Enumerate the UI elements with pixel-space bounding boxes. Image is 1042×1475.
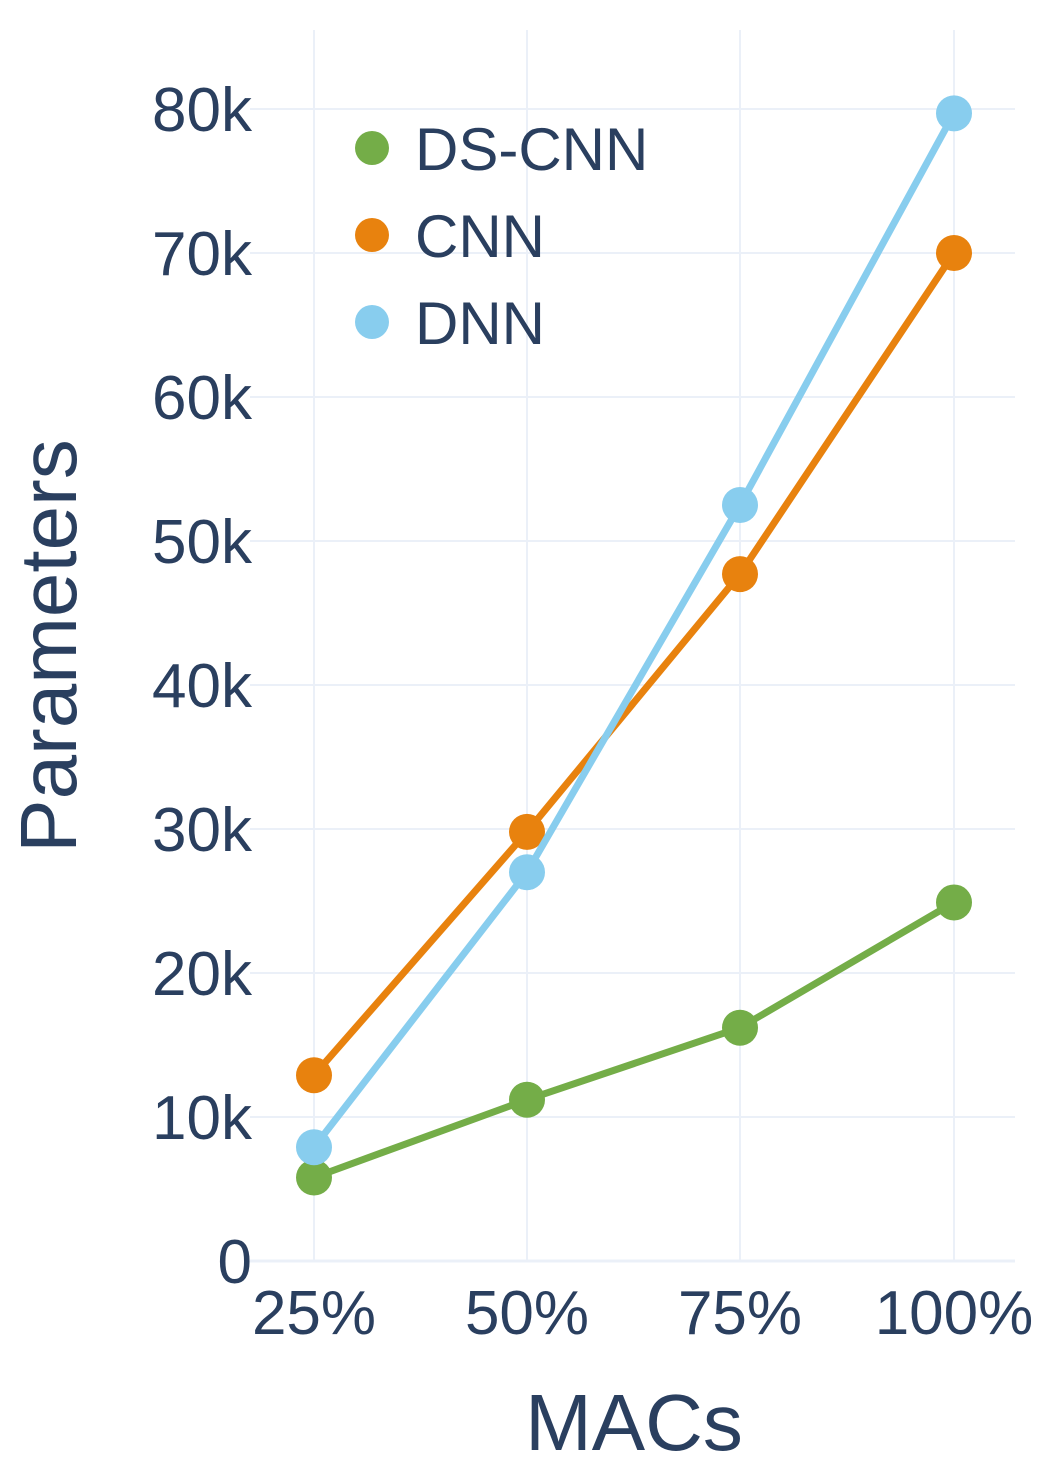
x-tick-label: 75% (678, 1279, 802, 1348)
y-tick-label: 10k (152, 1084, 253, 1153)
data-point[interactable] (296, 1129, 332, 1166)
data-point[interactable] (936, 95, 972, 132)
series-line (310, 249, 958, 1079)
y-tick-label: 20k (152, 940, 253, 1009)
x-axis-title: MACs (525, 1378, 743, 1467)
legend-marker (355, 305, 389, 339)
y-tick-label: 30k (152, 796, 253, 865)
legend-item[interactable]: DNN (355, 290, 545, 357)
x-tick-label: 50% (465, 1279, 589, 1348)
x-tick-label: 25% (252, 1279, 376, 1348)
data-point[interactable] (936, 884, 972, 921)
legend[interactable]: DS-CNN CNN DNN (355, 116, 648, 357)
data-point[interactable] (722, 556, 758, 593)
y-tick-label: 50k (152, 508, 253, 577)
legend-label: DNN (415, 290, 545, 357)
series-line (310, 109, 958, 1151)
x-tick-label: 100% (875, 1279, 1034, 1348)
y-tick-label: 60k (152, 364, 253, 433)
y-tick-label: 70k (152, 220, 253, 289)
data-point[interactable] (296, 1159, 332, 1196)
legend-marker (355, 218, 389, 252)
series-cnn (296, 235, 972, 1094)
y-tick-label: 0 (218, 1228, 252, 1297)
data-point[interactable] (722, 487, 758, 523)
data-point[interactable] (509, 1081, 545, 1118)
y-tick-label: 80k (152, 76, 253, 145)
grid-layer (250, 30, 1015, 1263)
data-point[interactable] (296, 1057, 332, 1094)
data-point[interactable] (722, 1009, 758, 1046)
series-dnn (296, 95, 972, 1166)
y-tick-label: 40k (152, 652, 253, 721)
y-axis-title: Parameters (4, 439, 93, 852)
series-line (310, 898, 958, 1181)
series-ds-cnn (296, 884, 972, 1196)
legend-item[interactable]: CNN (355, 203, 545, 270)
axis-layer: 0 10k 20k 30k 40k 50k 60k 70k 80k 25% 50% 75% 100% (152, 76, 1033, 1348)
series-layer (296, 95, 972, 1196)
legend-item[interactable]: DS-CNN (355, 116, 648, 183)
legend-label: DS-CNN (415, 116, 648, 183)
data-point[interactable] (936, 235, 972, 271)
legend-label: CNN (415, 203, 545, 270)
data-point[interactable] (509, 813, 545, 850)
data-point[interactable] (509, 854, 545, 891)
legend-marker (355, 131, 389, 165)
